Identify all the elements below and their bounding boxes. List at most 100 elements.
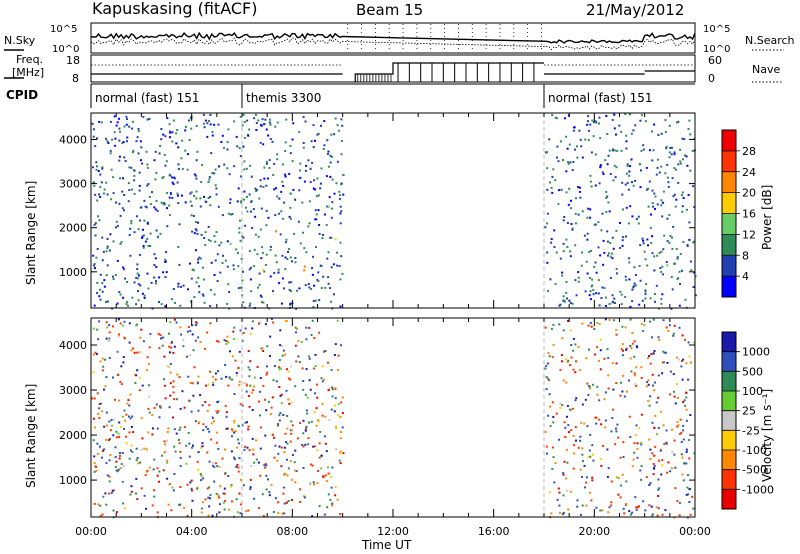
echo-cell xyxy=(338,198,341,201)
echo-cell xyxy=(339,513,342,516)
echo-cell xyxy=(180,157,183,160)
echo-cell xyxy=(195,281,198,284)
echo-cell xyxy=(142,234,145,237)
echo-cell xyxy=(216,431,219,434)
echo-cell xyxy=(104,358,106,361)
echo-cell xyxy=(642,148,645,151)
echo-cell xyxy=(176,194,179,197)
echo-cell xyxy=(598,323,601,326)
echo-cell xyxy=(142,245,145,247)
echo-cell xyxy=(629,357,632,360)
echo-cell xyxy=(283,201,286,204)
echo-cell xyxy=(125,123,128,126)
echo-cell xyxy=(671,288,674,291)
echo-cell xyxy=(253,117,256,120)
echo-cell xyxy=(194,174,197,177)
echo-cell xyxy=(205,425,208,428)
echo-cell xyxy=(689,513,692,516)
echo-cell xyxy=(633,266,636,269)
xaxis-label: Time UT xyxy=(361,538,412,552)
echo-cell xyxy=(136,457,139,459)
echo-cell xyxy=(154,257,157,260)
echo-cell xyxy=(661,464,664,467)
echo-cell xyxy=(320,454,323,457)
echo-cell xyxy=(142,340,145,343)
echo-cell xyxy=(155,265,158,268)
echo-cell xyxy=(254,113,257,116)
echo-cell xyxy=(179,450,182,453)
echo-cell xyxy=(226,141,229,144)
echo-cell xyxy=(114,456,117,458)
echo-cell xyxy=(336,264,339,267)
echo-cell xyxy=(615,229,618,232)
echo-cell xyxy=(341,412,344,414)
echo-cell xyxy=(290,499,293,501)
echo-cell xyxy=(545,364,548,367)
echo-cell xyxy=(143,447,146,450)
echo-cell xyxy=(274,444,277,447)
echo-cell xyxy=(685,396,688,399)
echo-cell xyxy=(221,214,224,217)
echo-cell xyxy=(321,365,324,368)
echo-cell xyxy=(563,460,566,463)
echo-cell xyxy=(101,369,104,372)
echo-cell xyxy=(337,414,340,417)
echo-cell xyxy=(98,403,101,405)
echo-cell xyxy=(203,301,206,304)
echo-cell xyxy=(153,406,156,409)
echo-cell xyxy=(141,162,144,165)
echo-cell xyxy=(260,296,263,299)
echo-cell xyxy=(92,181,95,184)
echo-cell xyxy=(197,409,200,412)
echo-cell xyxy=(138,171,141,174)
echo-cell xyxy=(653,350,656,352)
echo-cell xyxy=(340,255,343,258)
echo-cell xyxy=(313,445,316,448)
echo-cell xyxy=(667,181,670,184)
echo-cell xyxy=(326,257,329,260)
echo-cell xyxy=(226,167,229,170)
echo-cell xyxy=(547,351,550,354)
echo-cell xyxy=(288,288,291,291)
echo-cell xyxy=(264,323,267,326)
echo-cell xyxy=(108,492,111,495)
echo-cell xyxy=(251,327,254,330)
echo-cell xyxy=(625,348,628,351)
echo-cell xyxy=(563,300,566,303)
echo-cell xyxy=(341,396,344,399)
echo-cell xyxy=(678,270,681,273)
echo-cell xyxy=(611,252,614,255)
echo-cell xyxy=(681,473,684,476)
echo-cell xyxy=(208,486,211,489)
echo-cell xyxy=(243,168,246,171)
echo-cell xyxy=(553,246,556,248)
echo-cell xyxy=(318,232,321,235)
echo-cell xyxy=(615,166,618,169)
echo-cell xyxy=(594,120,597,123)
echo-cell xyxy=(175,142,178,145)
echo-cell xyxy=(621,193,624,196)
echo-cell xyxy=(652,384,654,387)
echo-cell xyxy=(640,169,642,172)
echo-cell xyxy=(228,376,231,379)
echo-cell xyxy=(151,414,154,417)
echo-cell xyxy=(143,199,146,202)
echo-cell xyxy=(235,498,238,501)
echo-cell xyxy=(284,175,287,178)
echo-cell xyxy=(674,487,677,490)
echo-cell xyxy=(287,251,289,253)
echo-cell xyxy=(320,287,323,289)
echo-cell xyxy=(606,254,609,257)
echo-cell xyxy=(648,180,651,183)
echo-cell xyxy=(681,205,684,208)
echo-cell xyxy=(581,453,584,456)
echo-cell xyxy=(591,284,594,287)
echo-cell xyxy=(595,292,598,295)
echo-cell xyxy=(189,481,192,484)
echo-cell xyxy=(121,207,124,210)
echo-cell xyxy=(580,421,583,424)
echo-cell xyxy=(142,246,145,249)
echo-cell xyxy=(315,407,318,410)
echo-cell xyxy=(651,452,654,455)
echo-cell xyxy=(232,338,235,340)
